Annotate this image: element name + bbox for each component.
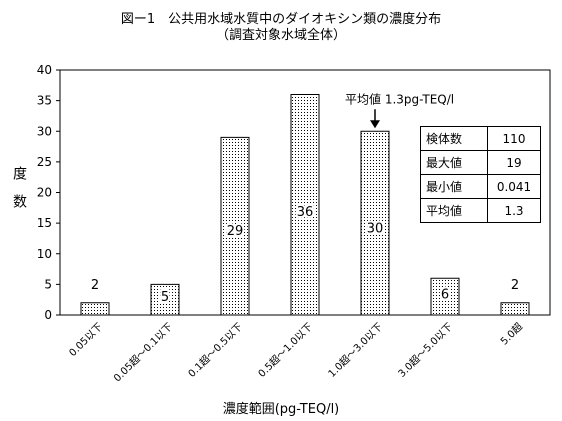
y-tick-label: 15 [37,216,52,230]
bar [220,136,250,316]
stats-label: 最小値 [420,174,488,199]
bar [500,302,530,316]
x-tick-label: 0.05以下 [67,321,105,359]
data-label: 6 [441,287,449,302]
stats-label: 検体数 [420,126,488,151]
y-tick-label: 20 [37,186,52,200]
x-tick-label: 0.05超～0.1以下 [111,320,175,384]
data-label: 5 [161,290,169,305]
y-tick-label: 30 [37,124,52,138]
data-label: 2 [511,278,519,293]
stats-value: 110 [487,126,541,151]
x-tick-label: 1.0超～3.0以下 [325,320,385,380]
y-tick-label: 10 [37,247,52,261]
x-tick-label: 3.0超～5.0以下 [395,320,455,380]
stats-label: 平均値 [420,198,488,223]
y-tick-label: 40 [37,63,52,77]
data-label: 36 [297,205,314,220]
data-label: 30 [367,221,384,236]
stats-value: 19 [487,150,541,175]
stats-row: 検体数 110 [420,126,541,151]
stats-row: 最大値 19 [420,150,541,175]
stats-value: 0.041 [487,174,541,199]
y-tick-label: 35 [37,94,52,108]
y-axis-label: 度数 [13,167,27,211]
chart-subtitle: （調査対象水域全体） [215,28,346,43]
stats-label: 最大値 [420,150,488,175]
mean-annotation: 平均値 1.3pg-TEQ/l [345,91,454,106]
x-tick-label: 0.1超～0.5以下 [185,320,245,380]
bar [80,302,110,316]
stats-row: 最小値 0.041 [420,174,541,199]
annotation-arrowhead [370,120,380,129]
y-tick-label: 0 [44,308,52,322]
x-axis-label: 濃度範囲(pg-TEQ/l) [222,402,340,417]
bar [430,277,460,316]
bar [290,94,320,316]
bar [360,130,390,316]
bar [150,283,180,316]
y-tick-label: 5 [44,277,52,291]
data-label: 29 [227,224,244,239]
stats-row: 平均値 1.3 [420,198,541,223]
x-tick-label: 0.5超～1.0以下 [255,320,315,380]
y-tick-label: 25 [37,155,52,169]
stats-value: 1.3 [487,198,541,223]
x-tick-label: 5.0超 [498,320,526,348]
chart-title: 図ー1 公共用水域水質中のダイオキシン類の濃度分布 [120,12,442,27]
stats-table: 検体数 110 最大値 19 最小値 0.041 平均値 1.3 [420,126,541,223]
data-label: 2 [91,278,99,293]
